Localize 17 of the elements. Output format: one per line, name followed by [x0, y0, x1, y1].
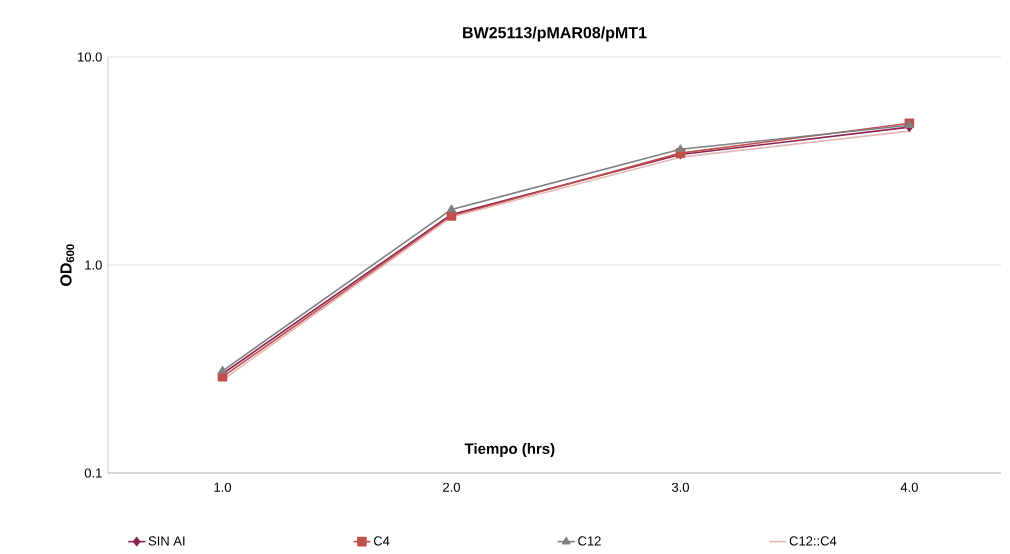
x-axis-title: Tiempo (hrs): [464, 443, 555, 457]
point: [447, 204, 456, 213]
x-tick-label: 4.0: [900, 482, 918, 492]
x-tick-label: 1.0: [214, 482, 232, 492]
y-tick-label: 0.1: [84, 468, 102, 478]
y-tick-label: 10.0: [78, 52, 102, 62]
chart-title: BW25113/pMAR08/pMT1: [463, 26, 647, 42]
legend-label: SIN AI: [148, 536, 185, 546]
x-tick-label: 3.0: [671, 482, 689, 492]
legend-label: C4: [373, 536, 390, 546]
x-tick-label: 2.0: [443, 482, 460, 492]
legend-label: C12::C4: [789, 536, 837, 546]
point: [676, 144, 685, 153]
y-axis-title: OD$_{600}$: [60, 244, 75, 286]
point: [218, 365, 227, 374]
y-tick-label: 1.0: [85, 260, 102, 270]
legend-label: C12: [578, 536, 601, 546]
